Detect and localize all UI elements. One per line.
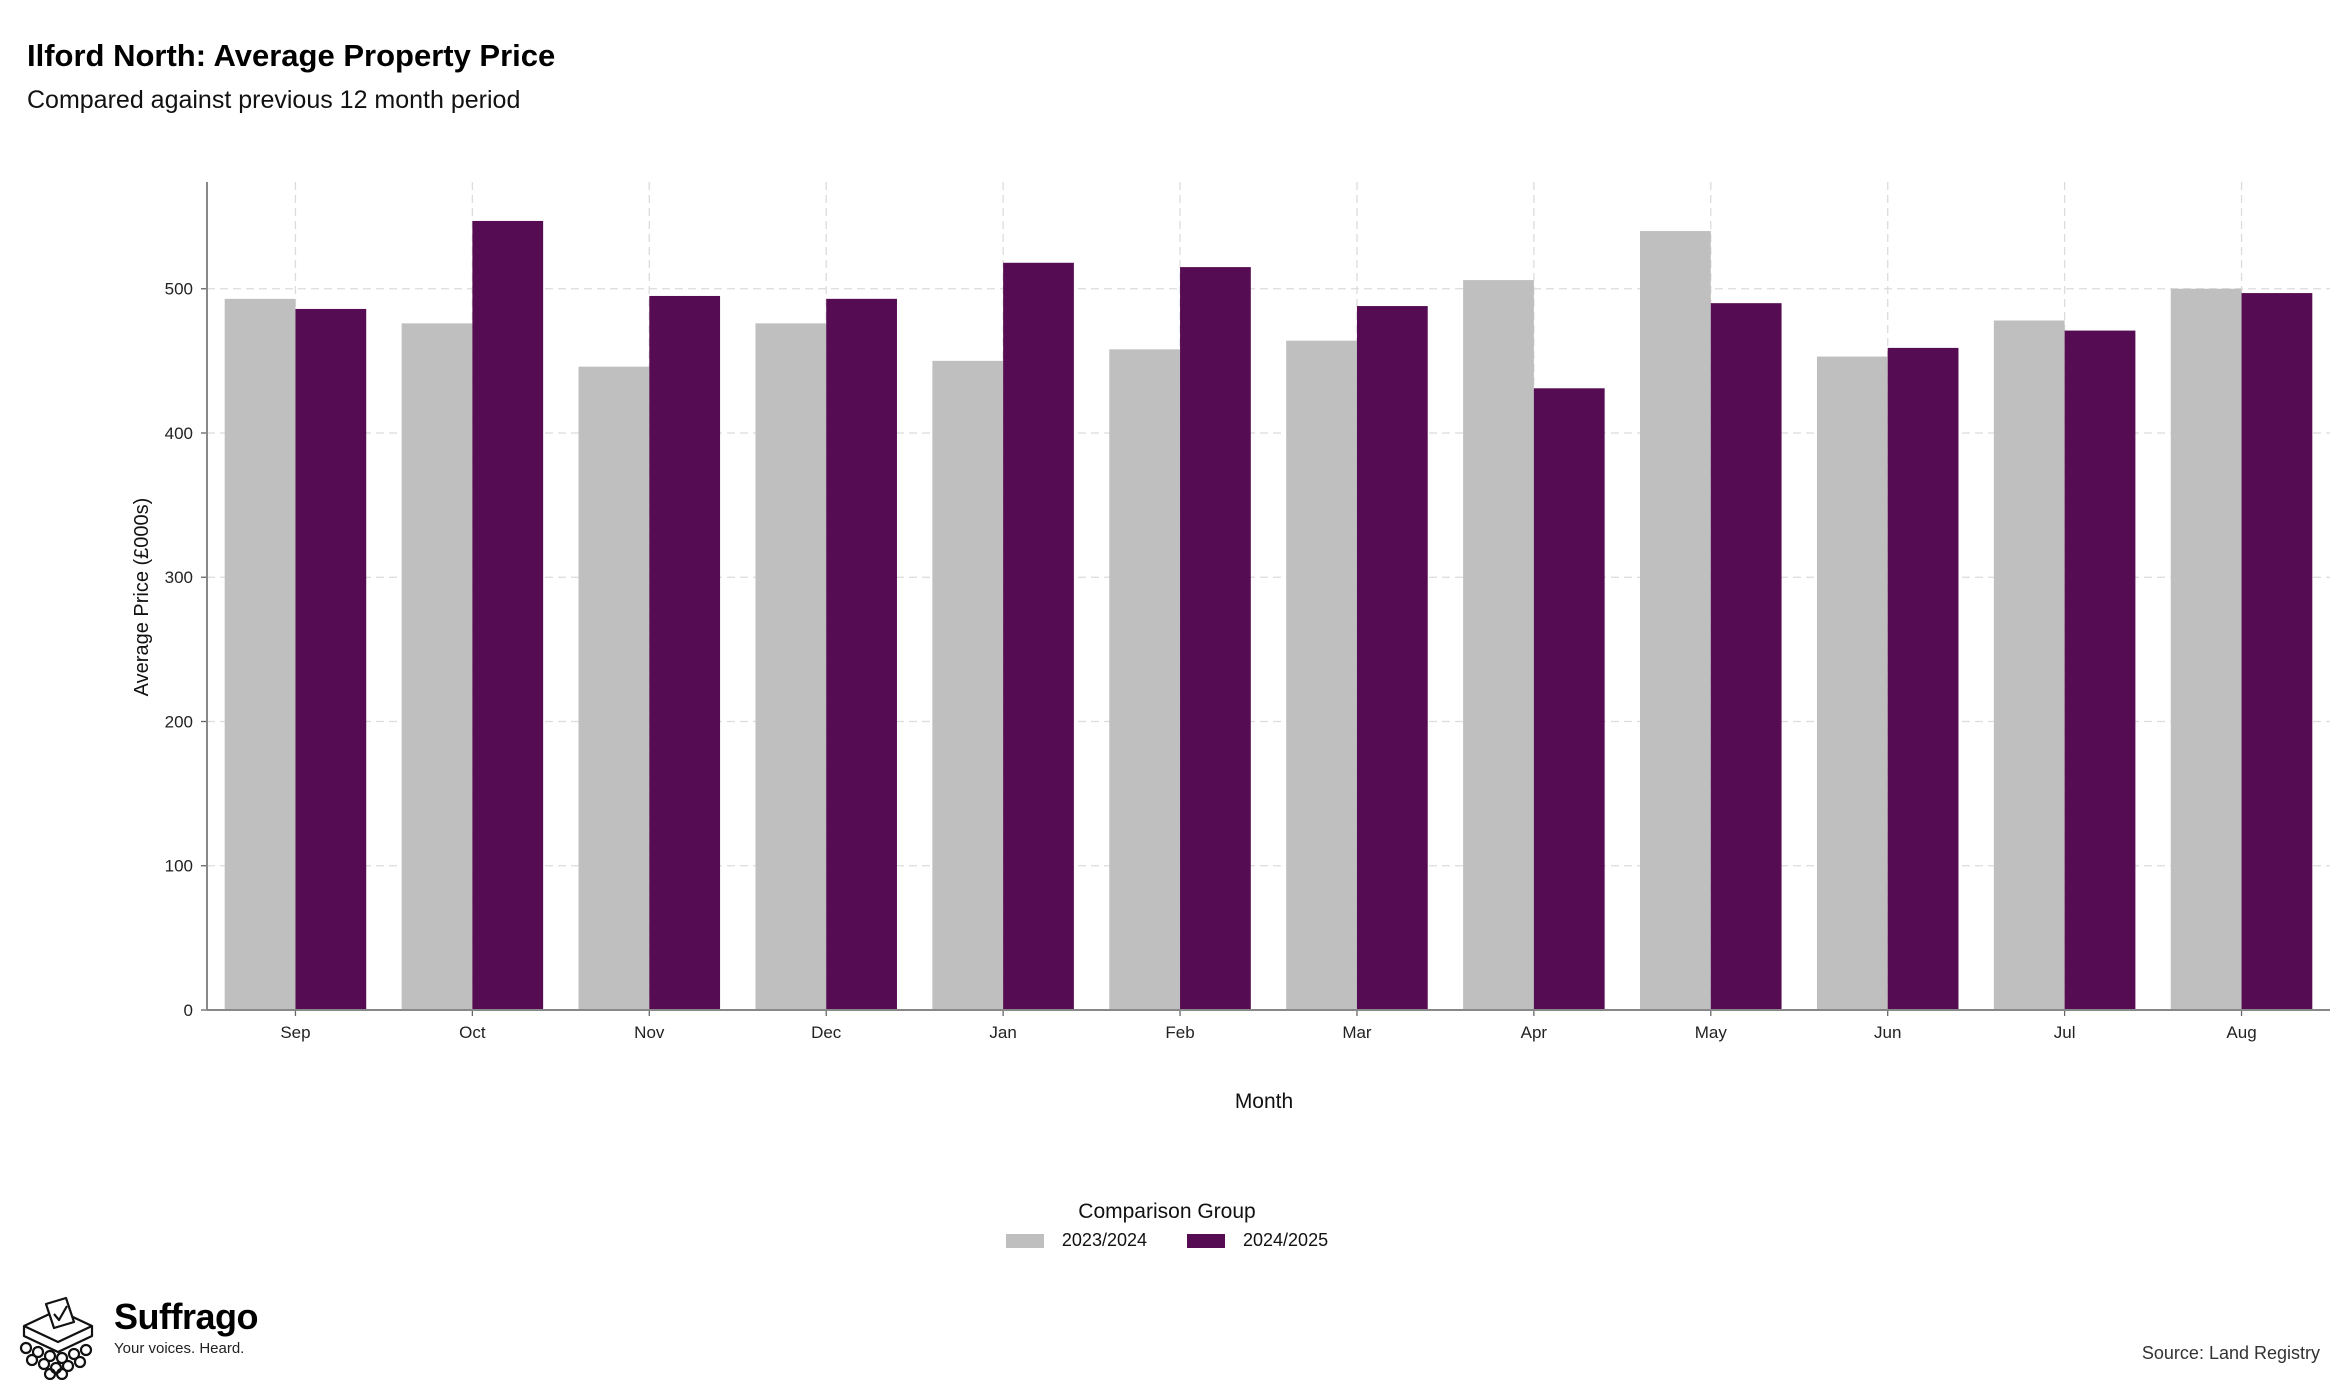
brand-name: Suffrago [114,1296,259,1337]
x-axis-label: Month [1235,1090,1293,1113]
source-note: Source: Land Registry [2141,1343,2320,1363]
x-tick-label: May [1695,1023,1728,1042]
x-tick-label: Jan [989,1023,1016,1042]
brand-logo: Suffrago Your voices. Heard. [14,1296,259,1385]
y-tick-label: 0 [184,1001,193,1020]
legend-swatch [1187,1233,1225,1248]
bar-2023-2024-aug [2170,288,2242,1011]
bar-2024-2025-sep [295,308,367,1010]
legend-items: 2023/2024 2024/2025 [0,1230,2334,1251]
bar-2024-2025-mar [1356,306,1428,1010]
bar-2024-2025-jun [1887,347,1959,1010]
bar-2023-2024-jul [1993,320,2065,1010]
x-tick-label: Apr [1521,1023,1548,1042]
x-tick-label: Oct [459,1023,486,1042]
bar-2023-2024-oct [401,323,473,1010]
legend-label: 2023/2024 [1061,1230,1147,1250]
bar-2024-2025-aug [2241,293,2313,1010]
bar-2024-2025-jan [1003,262,1074,1010]
axes [201,182,2330,1016]
bars [224,220,2313,1011]
chart-title: Ilford North: Average Property Price [27,38,556,73]
legend: Comparison Group 2023/2024 2024/2025 [0,1200,2334,1251]
brand-tagline: Your voices. Heard. [114,1340,245,1357]
legend-title: Comparison Group [1078,1200,1256,1223]
x-tick-label: Sep [280,1023,310,1042]
bar-2024-2025-nov [649,295,721,1010]
ballot-box-icon [14,1296,104,1385]
bar-2023-2024-mar [1286,340,1357,1010]
x-tick-label: Jul [2054,1023,2076,1042]
x-tick-label: Nov [634,1023,665,1042]
bar-2024-2025-oct [472,220,544,1010]
x-tick-label: Mar [1342,1023,1372,1042]
x-tick-label: Dec [811,1023,842,1042]
bar-2023-2024-dec [755,323,827,1010]
bar-2024-2025-feb [1180,267,1251,1010]
legend-item-2023-2024: 2023/2024 [1005,1230,1147,1251]
bar-2023-2024-jan [932,360,1004,1010]
legend-swatch [1005,1233,1044,1248]
x-tick-label: Feb [1165,1023,1194,1042]
x-tick-label: Jun [1874,1023,1901,1042]
tick-labels: 0 100 200 300 400 500 Sep Oct Nov Dec Jan Feb Mar Apr… [165,280,2257,1042]
bar-2023-2024-apr [1463,280,1534,1011]
x-tick-label: Aug [2226,1023,2256,1042]
y-axis-label: Average Price (£000s) [131,498,153,697]
y-tick-label: 300 [165,568,193,587]
bar-2023-2024-sep [224,298,296,1010]
legend-label: 2024/2025 [1243,1230,1329,1250]
bar-2023-2024-jun [1816,356,1888,1010]
bar-2024-2025-dec [826,298,897,1010]
bar-2024-2025-may [1710,303,1782,1010]
bar-2023-2024-nov [578,366,650,1010]
y-tick-label: 500 [165,280,193,299]
y-tick-label: 400 [165,424,193,443]
bar-2024-2025-jul [2064,330,2136,1011]
y-tick-label: 100 [165,857,193,876]
chart-subtitle: Compared against previous 12 month perio… [27,86,521,114]
bar-2024-2025-apr [1533,388,1605,1010]
legend-item-2024-2025: 2024/2025 [1187,1230,1328,1251]
bar-2023-2024-may [1640,231,1711,1011]
y-tick-label: 200 [165,712,193,731]
bar-2023-2024-feb [1109,349,1181,1010]
